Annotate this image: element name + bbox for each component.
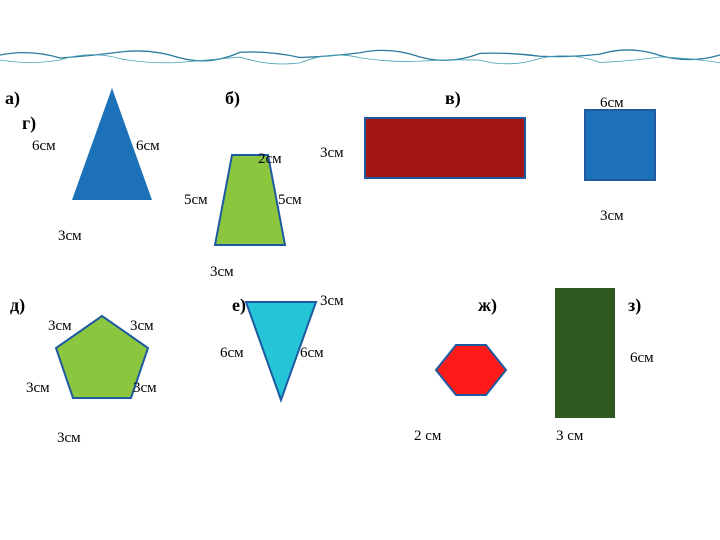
label-a-right: 6см bbox=[136, 138, 160, 155]
letter-b: б) bbox=[225, 88, 240, 109]
letter-z: з) bbox=[628, 295, 641, 316]
label-g-bottom: 3см bbox=[600, 208, 624, 225]
label-a-left: 6см bbox=[32, 138, 56, 155]
label-d-tr: 3см bbox=[130, 318, 154, 335]
shape-g-square bbox=[585, 110, 655, 180]
letter-e: е) bbox=[232, 295, 246, 316]
label-b-bottom: 3см bbox=[210, 264, 234, 281]
label-z-right: 6см bbox=[630, 350, 654, 367]
label-d-l: 3см bbox=[26, 380, 50, 397]
shape-b-trapezoid bbox=[215, 155, 285, 245]
letter-g: г) bbox=[22, 113, 36, 134]
label-b-right: 5см bbox=[278, 192, 302, 209]
label-b-top: 2см bbox=[258, 151, 282, 168]
shape-z-rectangle bbox=[555, 288, 615, 418]
letter-v: в) bbox=[445, 88, 461, 109]
shape-v-rectangle bbox=[365, 118, 525, 178]
label-a-bottom: 3см bbox=[58, 228, 82, 245]
label-d-bottom: 3см bbox=[57, 430, 81, 447]
label-d-r: 3см bbox=[133, 380, 157, 397]
label-e-left: 6см bbox=[220, 345, 244, 362]
letter-zh: ж) bbox=[478, 295, 497, 316]
label-z-bottom: 3 см bbox=[556, 428, 583, 445]
letter-a: а) bbox=[5, 88, 20, 109]
label-d-tl: 3см bbox=[48, 318, 72, 335]
label-v-left: 3см bbox=[320, 145, 344, 162]
label-b-left: 5см bbox=[184, 192, 208, 209]
shapes-layer bbox=[0, 0, 720, 540]
label-g-top: 6см bbox=[600, 95, 624, 112]
shape-zh-hexagon bbox=[436, 345, 506, 395]
label-e-right: 6см bbox=[300, 345, 324, 362]
label-zh-bottom: 2 см bbox=[414, 428, 441, 445]
letter-d: д) bbox=[10, 295, 25, 316]
label-e-top: 3см bbox=[320, 293, 344, 310]
